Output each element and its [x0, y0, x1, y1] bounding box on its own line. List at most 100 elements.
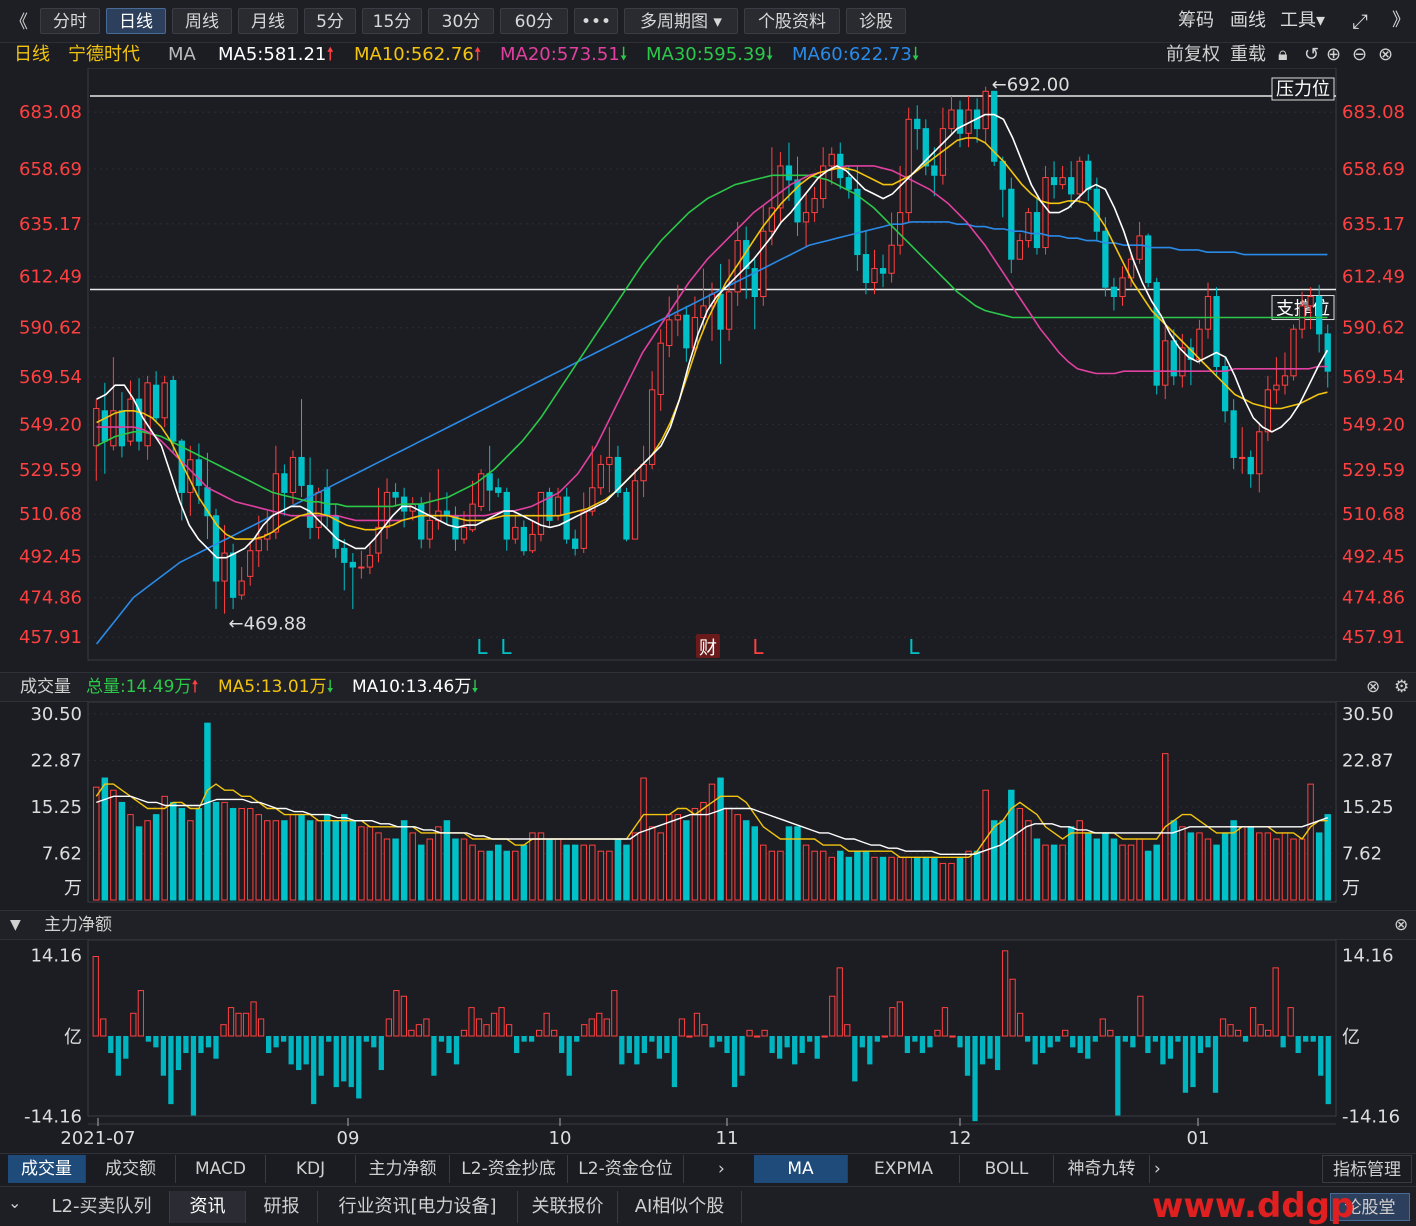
candle[interactable]: [939, 107, 947, 185]
net-flow-bar[interactable]: [205, 1036, 212, 1048]
volume-bar[interactable]: [469, 844, 476, 901]
volume-bar[interactable]: [828, 856, 835, 901]
net-flow-bar[interactable]: [716, 1036, 723, 1042]
volume-bar[interactable]: [640, 777, 647, 901]
candle[interactable]: [486, 445, 493, 512]
expand-button[interactable]: 》: [1392, 10, 1410, 31]
finance-marker-box[interactable]: [696, 634, 720, 658]
net-flow-bar[interactable]: [1160, 1036, 1166, 1065]
volume-bar[interactable]: [212, 801, 220, 901]
volume-bar[interactable]: [118, 801, 126, 901]
net-flow-bar[interactable]: [1257, 1024, 1264, 1037]
volume-bar[interactable]: [1264, 832, 1272, 901]
candle[interactable]: [152, 371, 160, 423]
volume-bar[interactable]: [246, 808, 254, 901]
net-flow-bar[interactable]: [979, 1036, 986, 1065]
net-flow-bar[interactable]: [1152, 1036, 1159, 1042]
volume-bar[interactable]: [725, 808, 733, 901]
net-flow-bar[interactable]: [92, 956, 99, 1037]
volume-bar[interactable]: [1290, 838, 1297, 901]
net-flow-bar[interactable]: [213, 1036, 219, 1059]
volume-bar[interactable]: [683, 820, 690, 901]
net-flow-bar[interactable]: [536, 1029, 543, 1037]
indicator-tab-4[interactable]: 主力净额: [356, 1155, 450, 1183]
candle[interactable]: [324, 469, 331, 528]
net-flow-bar[interactable]: [664, 1036, 670, 1054]
candlestick-chart[interactable]: 683.08 683.08 658.69 658.69 635.17 635.17 612.…: [0, 68, 1416, 668]
volume-bar[interactable]: [298, 814, 305, 901]
candle[interactable]: [546, 487, 553, 528]
net-flow-bar[interactable]: [821, 1035, 828, 1038]
more-button[interactable]: •••: [574, 8, 618, 34]
candle[interactable]: [794, 156, 801, 236]
candle[interactable]: [905, 107, 912, 222]
net-flow-bar[interactable]: [311, 1036, 317, 1105]
candle[interactable]: [777, 151, 784, 222]
zoom-out-icon[interactable]: ⊖: [1352, 44, 1368, 65]
candle[interactable]: [1316, 284, 1323, 353]
volume-bar[interactable]: [956, 856, 964, 901]
volume-bar[interactable]: [1281, 832, 1289, 901]
capital-flow-chart[interactable]: 14.16 14.16 -14.16 -14.16 亿 亿 2021-07 09 10 11 12 0…: [0, 940, 1416, 1152]
candle[interactable]: [512, 515, 519, 544]
net-flow-bar[interactable]: [490, 1012, 498, 1037]
overlay-tab-1[interactable]: EXPMA: [848, 1155, 960, 1183]
candle[interactable]: [1307, 287, 1314, 330]
net-flow-bar[interactable]: [919, 1036, 926, 1054]
net-flow-bar[interactable]: [483, 1024, 490, 1037]
net-flow-bar[interactable]: [889, 1007, 896, 1037]
volume-bar[interactable]: [452, 838, 459, 901]
volume-bar[interactable]: [1238, 826, 1246, 901]
volume-bar[interactable]: [409, 832, 416, 901]
net-flow-bar[interactable]: [1295, 1036, 1301, 1054]
undo-icon[interactable]: ↺: [1304, 44, 1320, 65]
net-flow-bar[interactable]: [1001, 950, 1009, 1037]
net-flow-bar[interactable]: [1303, 1036, 1309, 1042]
volume-bar[interactable]: [1221, 832, 1229, 901]
net-flow-bar[interactable]: [130, 1012, 137, 1037]
net-flow-bar[interactable]: [108, 1036, 114, 1054]
candle[interactable]: [563, 487, 570, 544]
candle[interactable]: [785, 142, 793, 201]
volume-bar[interactable]: [1093, 838, 1101, 901]
net-flow-bar[interactable]: [1107, 1029, 1114, 1037]
volume-bar[interactable]: [272, 820, 280, 901]
net-flow-bar[interactable]: [1085, 1036, 1091, 1059]
indicator-tab-0[interactable]: 成交量: [8, 1155, 86, 1183]
candle[interactable]: [341, 539, 348, 591]
volume-bar[interactable]: [443, 820, 451, 901]
candle[interactable]: [1187, 338, 1195, 386]
volume-bar[interactable]: [563, 844, 570, 901]
net-flow-bar[interactable]: [1272, 967, 1279, 1037]
volume-bar[interactable]: [178, 808, 186, 901]
candle[interactable]: [289, 450, 297, 505]
net-flow-bar[interactable]: [1264, 1029, 1272, 1037]
net-flow-bar[interactable]: [257, 1018, 265, 1037]
candle[interactable]: [520, 520, 528, 556]
bottom-tab-1[interactable]: 资讯: [170, 1191, 246, 1223]
chevron-right-icon[interactable]: ›: [718, 1159, 725, 1179]
net-flow-bar[interactable]: [1287, 1007, 1294, 1037]
candle[interactable]: [272, 445, 280, 540]
volume-bar[interactable]: [289, 814, 297, 901]
candle[interactable]: [760, 205, 767, 306]
candle[interactable]: [1119, 266, 1126, 306]
net-flow-bar[interactable]: [363, 1036, 369, 1042]
bottom-tab-3[interactable]: 行业资讯[电力设备]: [318, 1191, 518, 1223]
overlay-tab-2[interactable]: BOLL: [960, 1155, 1054, 1183]
volume-bar[interactable]: [785, 826, 793, 901]
volume-bar[interactable]: [460, 838, 468, 901]
candle[interactable]: [306, 457, 314, 540]
candle[interactable]: [495, 478, 502, 498]
net-flow-bar[interactable]: [1190, 1036, 1196, 1088]
net-flow-bar[interactable]: [1325, 1036, 1331, 1105]
net-flow-bar[interactable]: [190, 1036, 197, 1116]
candle[interactable]: [631, 469, 639, 540]
candle[interactable]: [392, 483, 399, 507]
net-flow-bar[interactable]: [1077, 1036, 1083, 1054]
volume-bar[interactable]: [1256, 832, 1263, 901]
volume-bar[interactable]: [1179, 826, 1186, 901]
volume-bar[interactable]: [110, 789, 117, 901]
net-flow-bar[interactable]: [1249, 1007, 1257, 1037]
candle[interactable]: [820, 147, 827, 208]
